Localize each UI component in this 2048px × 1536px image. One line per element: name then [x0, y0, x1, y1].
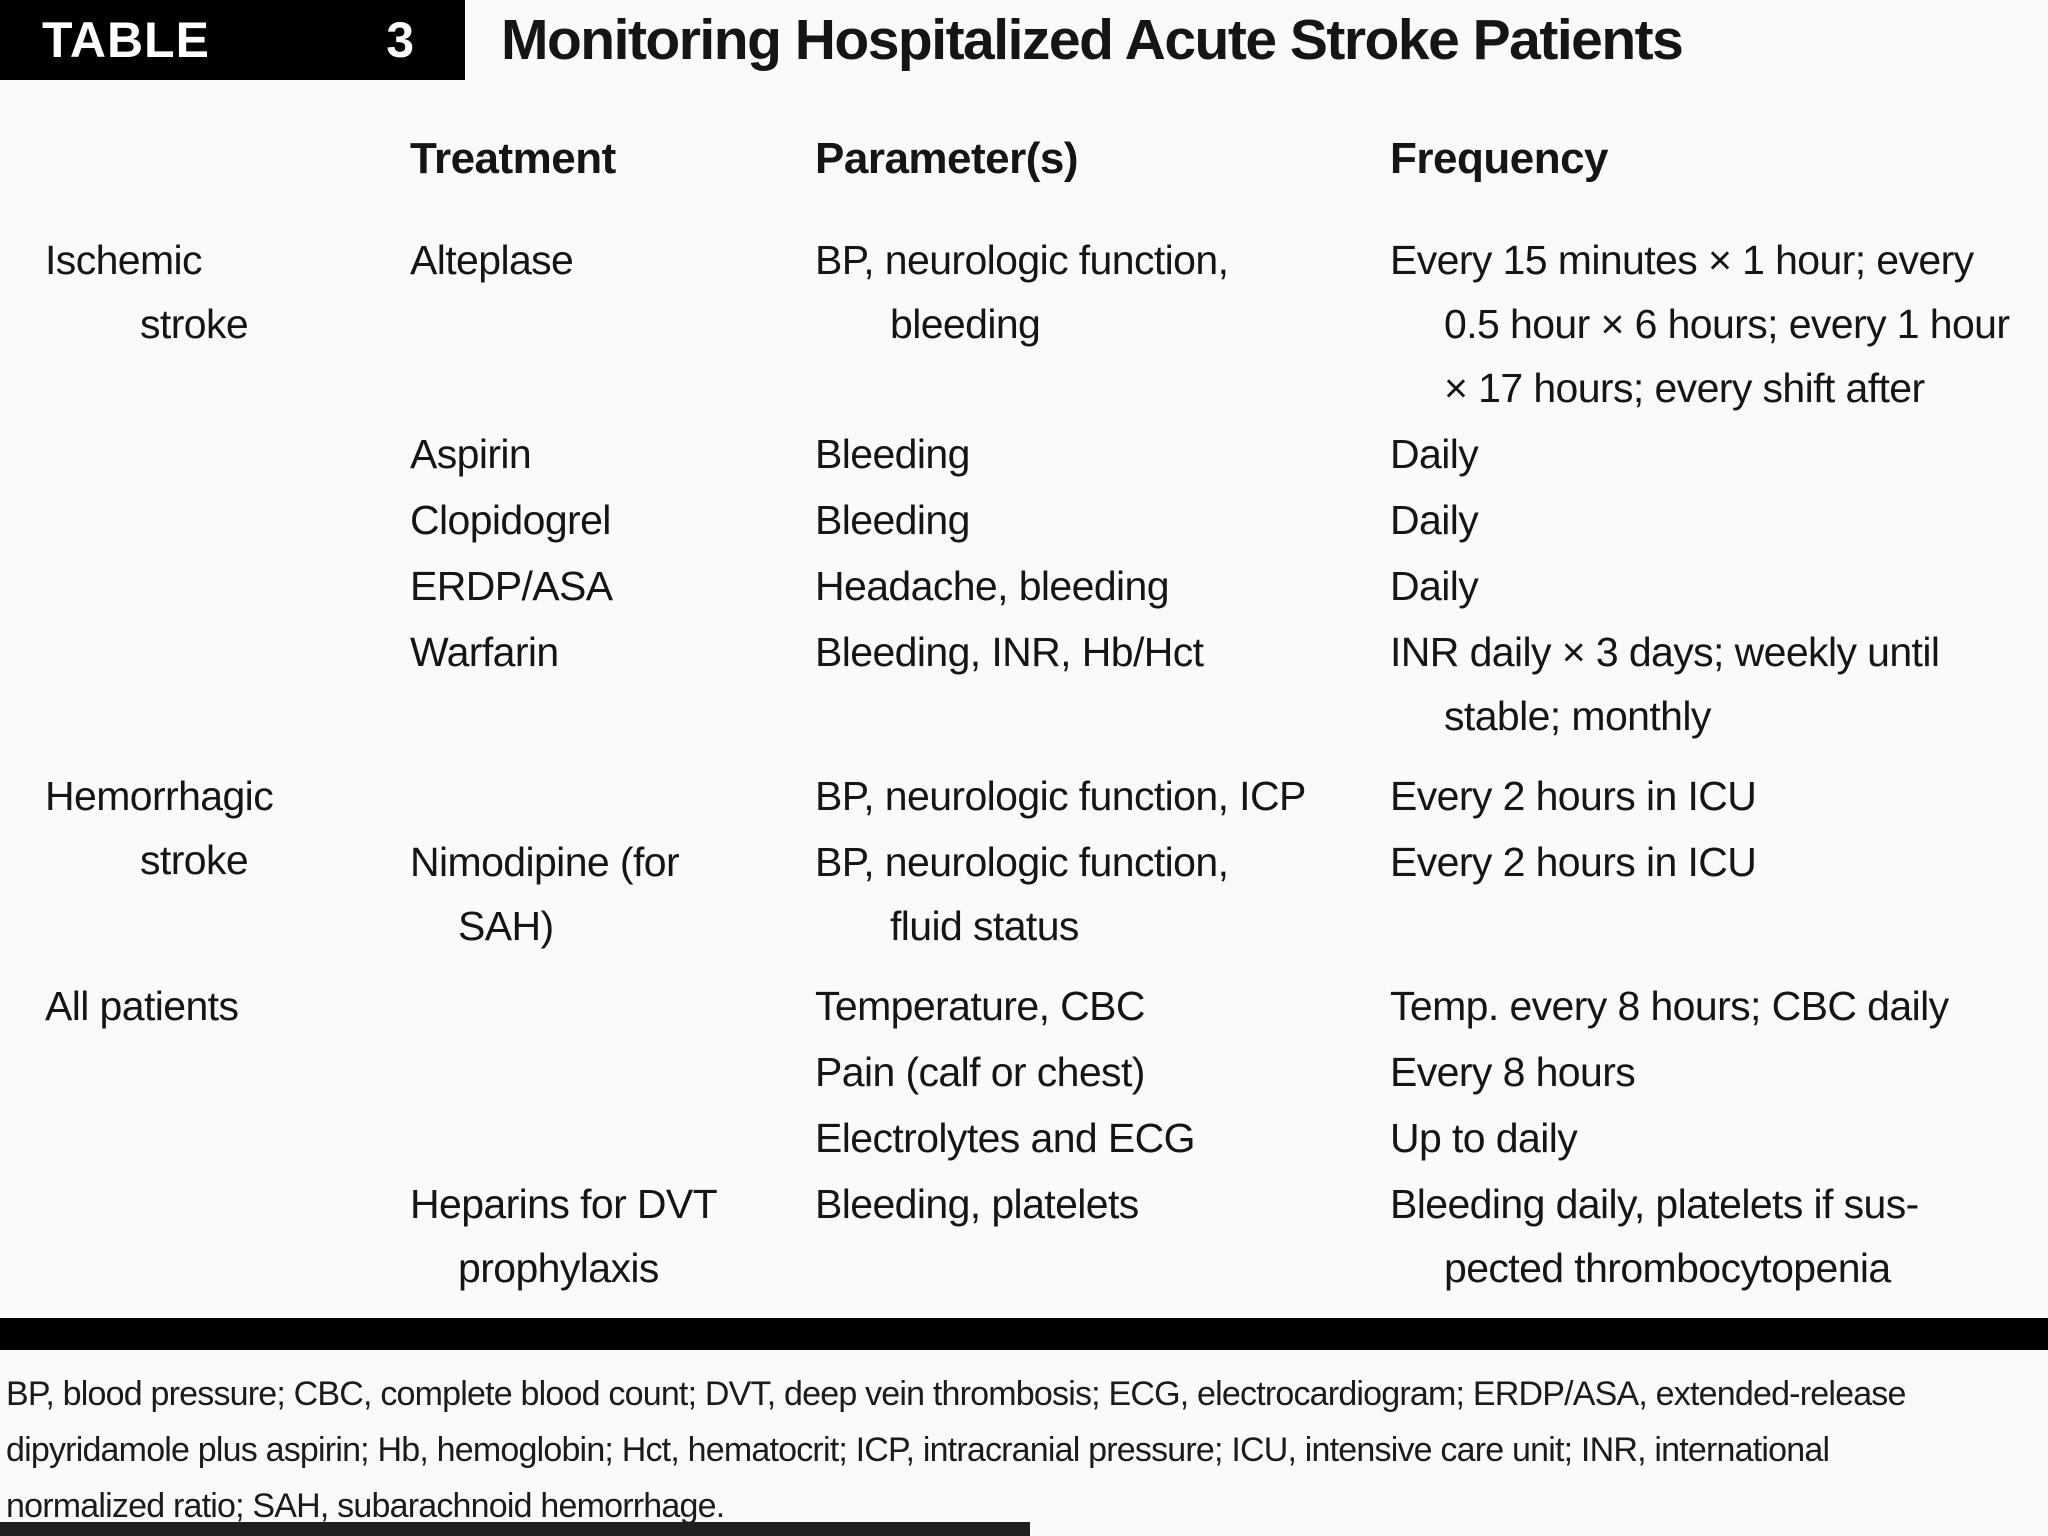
table-row: Temperature, CBC Temp. every 8 hours; CB… [410, 974, 2048, 1038]
frequency-cell: INR daily × 3 days; weekly until stable;… [1390, 629, 1940, 739]
column-header-frequency: Frequency [1390, 134, 1609, 183]
section-all-patients: All patients Temperature, CBC Temp. ever… [0, 974, 2048, 1302]
table-row: Clopidogrel Bleeding Daily [410, 488, 2048, 552]
column-header-row: Treatment Parameter(s) Frequency [410, 134, 2048, 184]
parameters-cell: BP, neurologic function, bleeding [815, 237, 1229, 347]
frequency-cell: Every 2 hours in ICU [1390, 773, 1757, 819]
treatment-cell [410, 764, 815, 828]
table-title: Monitoring Hospitalized Acute Stroke Pat… [501, 8, 1684, 72]
parameters-cell: Headache, bleeding [815, 563, 1170, 609]
parameters-cell: Electrolytes and ECG [815, 1115, 1196, 1161]
section-hemorrhagic-stroke: Hemorrhagic stroke BP, neurologic functi… [0, 764, 2048, 960]
frequency-cell: Daily [1390, 497, 1479, 543]
frequency-cell: Every 8 hours [1390, 1049, 1636, 1095]
section-ischemic-stroke: Ischemic stroke Alteplase BP, neurologic… [0, 228, 2048, 750]
category-label: Ischemic stroke [45, 237, 249, 347]
parameters-cell: BP, neurologic function, fluid status [815, 839, 1229, 949]
treatment-cell: Aspirin [410, 431, 532, 477]
parameters-cell: Bleeding, INR, Hb/Hct [815, 629, 1204, 675]
treatment-cell: ERDP/ASA [410, 563, 613, 609]
bottom-rule [0, 1318, 2048, 1350]
frequency-cell: Temp. every 8 hours; CBC daily [1390, 983, 1949, 1029]
parameters-cell: Bleeding [815, 497, 970, 543]
treatment-cell [410, 974, 815, 1038]
category-label: All patients [45, 983, 239, 1029]
abbreviations-footnote: BP, blood pressure; CBC, complete blood … [6, 1375, 1906, 1525]
treatment-cell: Heparins for DVT prophylaxis [410, 1181, 718, 1291]
category-label: Hemorrhagic stroke [45, 773, 274, 883]
parameters-cell: Pain (calf or chest) [815, 1049, 1145, 1095]
treatment-cell [410, 1106, 815, 1170]
treatment-cell: Nimodipine (for SAH) [410, 839, 680, 949]
frequency-cell: Bleeding daily, platelets if sus- pected… [1390, 1181, 1919, 1291]
table-number-chip: TABLE 3 [0, 0, 465, 80]
table-row: Heparins for DVT prophylaxis Bleeding, p… [410, 1172, 2048, 1300]
treatment-cell: Clopidogrel [410, 497, 611, 543]
table-row: Pain (calf or chest) Every 8 hours [410, 1040, 2048, 1104]
column-header-parameters: Parameter(s) [815, 134, 1079, 183]
treatment-cell: Alteplase [410, 237, 574, 283]
table-row: Electrolytes and ECG Up to daily [410, 1106, 2048, 1170]
table-number: 3 [386, 12, 415, 68]
table-label: TABLE [42, 12, 210, 68]
frequency-cell: Up to daily [1390, 1115, 1578, 1161]
frequency-cell: Every 2 hours in ICU [1390, 839, 1757, 885]
parameters-cell: Bleeding [815, 431, 970, 477]
treatment-cell [410, 1040, 815, 1104]
table-row: BP, neurologic function, ICP Every 2 hou… [410, 764, 2048, 828]
table-row: Nimodipine (for SAH) BP, neurologic func… [410, 830, 2048, 958]
table-row: Aspirin Bleeding Daily [410, 422, 2048, 486]
frequency-cell: Daily [1390, 431, 1479, 477]
parameters-cell: Bleeding, platelets [815, 1181, 1139, 1227]
frequency-cell: Daily [1390, 563, 1479, 609]
table-row: Warfarin Bleeding, INR, Hb/Hct INR daily… [410, 620, 2048, 748]
table-header: TABLE 3 Monitoring Hospitalized Acute St… [0, 0, 2048, 80]
table-row: Alteplase BP, neurologic function, bleed… [410, 228, 2048, 420]
parameters-cell: Temperature, CBC [815, 983, 1146, 1029]
column-header-treatment: Treatment [410, 134, 616, 183]
scan-edge-artifact [0, 1522, 1030, 1536]
treatment-cell: Warfarin [410, 629, 559, 675]
parameters-cell: BP, neurologic function, ICP [815, 773, 1306, 819]
frequency-cell: Every 15 minutes × 1 hour; every 0.5 hou… [1390, 237, 2010, 411]
table-row: ERDP/ASA Headache, bleeding Daily [410, 554, 2048, 618]
